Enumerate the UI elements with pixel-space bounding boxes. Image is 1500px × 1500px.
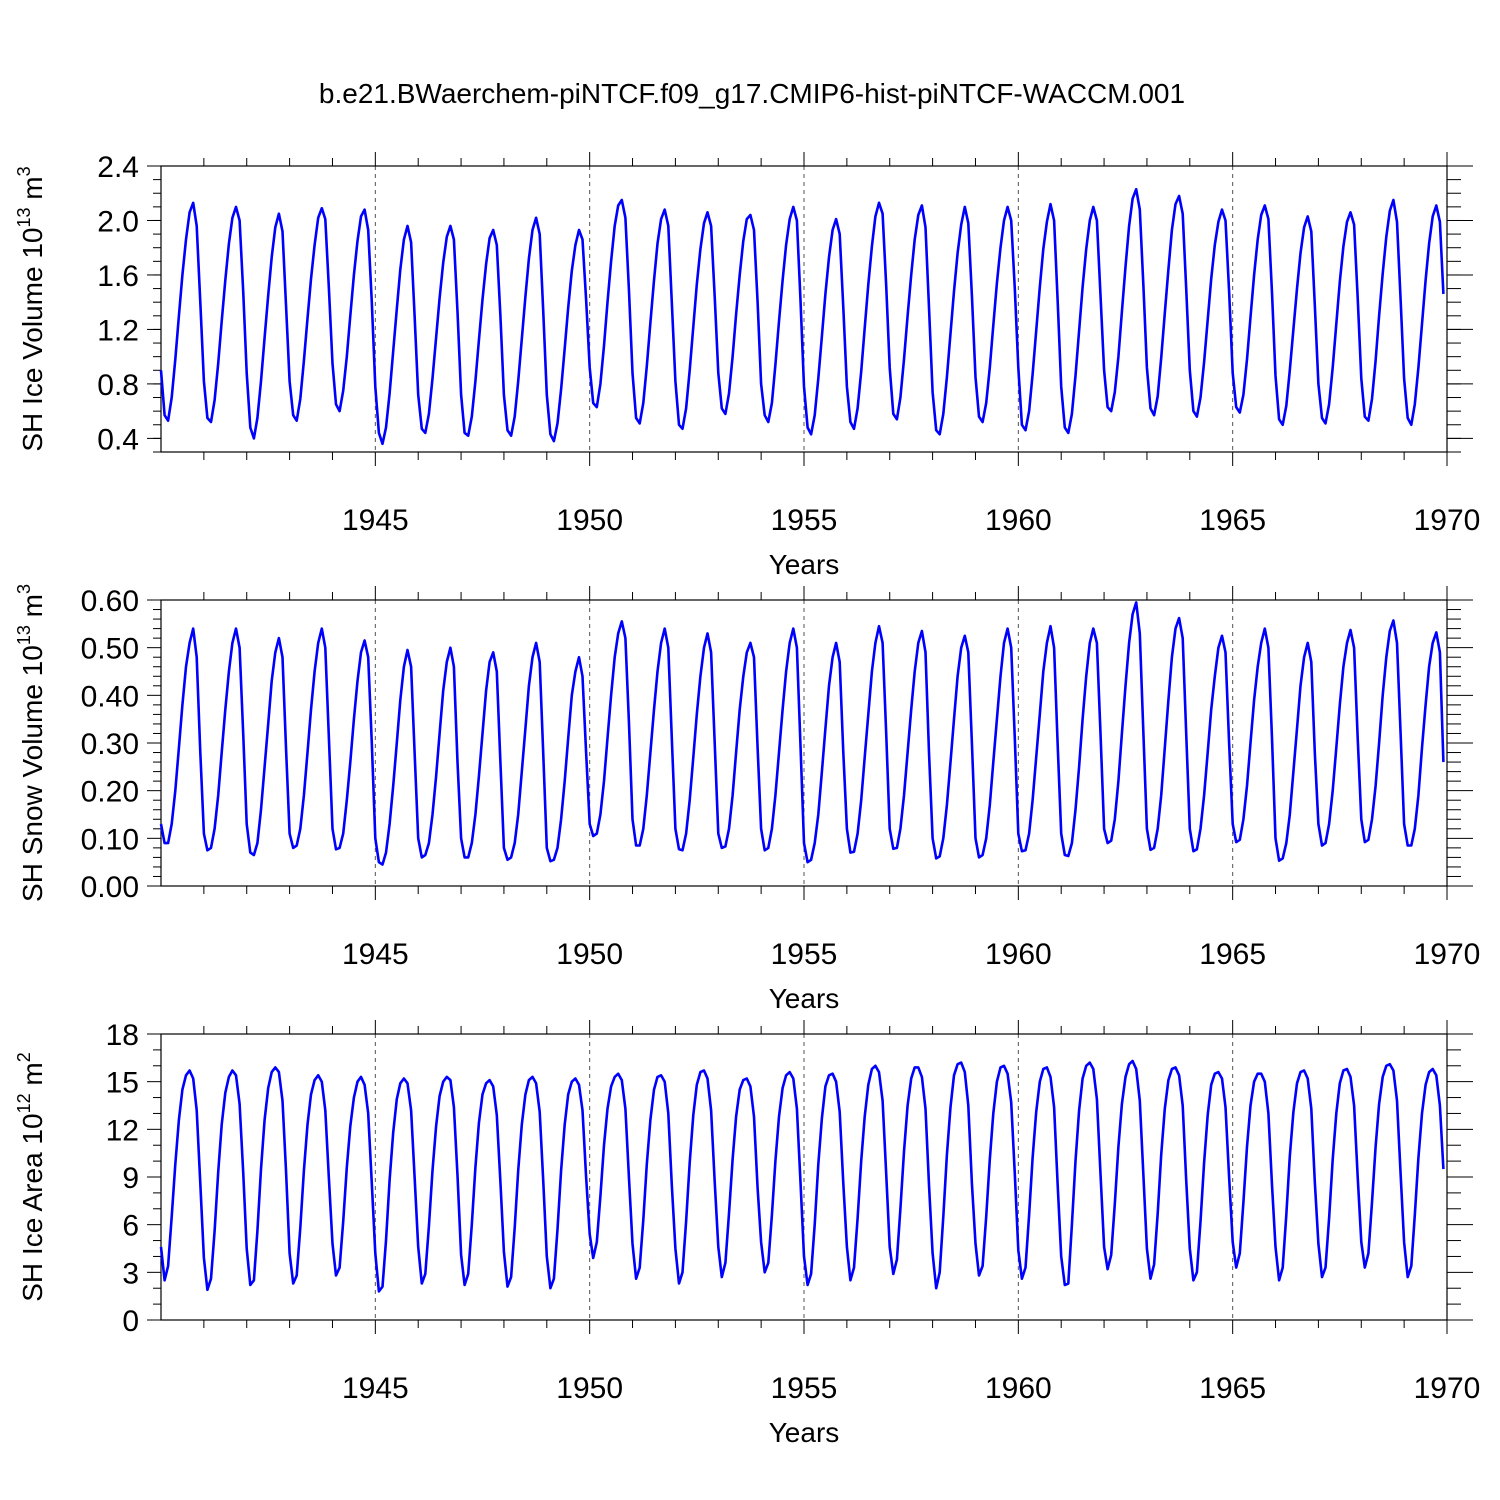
x-tick-label: 1965 xyxy=(1199,1372,1266,1405)
figure-title: b.e21.BWaerchem-piNTCF.f09_g17.CMIP6-his… xyxy=(319,78,1185,109)
y-tick-label: 1.6 xyxy=(97,260,139,293)
y-tick-label: 0.8 xyxy=(97,369,139,402)
x-tick-label: 1965 xyxy=(1199,504,1266,537)
x-tick-label: 1965 xyxy=(1199,938,1266,971)
y-tick-label: 0.10 xyxy=(81,823,139,856)
y-axis-label-superscript: 13 xyxy=(14,207,34,227)
x-tick-label: 1955 xyxy=(771,938,838,971)
x-tick-label: 1960 xyxy=(985,938,1052,971)
x-tick-label: 1960 xyxy=(985,504,1052,537)
y-tick-label: 0.00 xyxy=(81,871,139,904)
x-axis-title: Years xyxy=(769,549,840,580)
x-tick-label: 1970 xyxy=(1414,1372,1481,1405)
y-axis-label-superscript: 3 xyxy=(14,584,34,594)
y-tick-label: 3 xyxy=(122,1257,139,1290)
x-tick-label: 1950 xyxy=(556,504,623,537)
y-axis-label-superscript: 13 xyxy=(14,625,34,645)
y-tick-label: 18 xyxy=(106,1019,139,1052)
y-axis-label-part: m xyxy=(17,1062,48,1093)
y-axis-label: SH Snow Volume 1013 m3 xyxy=(14,584,48,902)
y-tick-label: 0.40 xyxy=(81,680,139,713)
panel-ice-volume: 1945 1950 1955 1960 1965 1970 0.4 0.8 1.2 1.6 2.0 2… xyxy=(14,151,1480,580)
y-tick-label: 9 xyxy=(122,1162,139,1195)
y-axis-title: SH Snow Volume 1013 m3 xyxy=(14,584,48,902)
y-axis-label-superscript: 3 xyxy=(14,166,34,176)
x-tick-label: 1970 xyxy=(1414,938,1481,971)
y-tick-label: 0.30 xyxy=(81,728,139,761)
x-tick-label: 1955 xyxy=(771,1372,838,1405)
x-tick-label: 1950 xyxy=(556,1372,623,1405)
y-tick-label: 2.4 xyxy=(97,151,139,184)
panel-snow-volume: 1945 1950 1955 1960 1965 1970 0.00 0.10 0.20 0.30… xyxy=(14,584,1480,1014)
x-axis-title: Years xyxy=(769,1417,840,1448)
y-tick-label: 0.4 xyxy=(97,423,139,456)
y-tick-label: 2.0 xyxy=(97,205,139,238)
plot-area: 1945 1950 1955 1960 1965 1970 0 3 6 9 12 15 18 xyxy=(106,1019,1481,1405)
series-line-sh-ice-area xyxy=(159,1059,1445,1293)
y-axis-label: SH Ice Area 1012 m2 xyxy=(14,1052,48,1302)
x-tick-label: 1960 xyxy=(985,1372,1052,1405)
y-axis-title: SH Ice Volume 1013 m3 xyxy=(14,166,48,451)
y-tick-label: 1.2 xyxy=(97,314,139,347)
series-line-sh-ice-volume xyxy=(159,187,1445,446)
x-tick-label: 1945 xyxy=(342,938,409,971)
y-axis-label-part: m xyxy=(17,176,48,207)
y-axis-label-superscript: 2 xyxy=(14,1052,34,1062)
x-tick-label: 1945 xyxy=(342,504,409,537)
y-axis-label-part: SH Ice Area 10 xyxy=(17,1113,48,1301)
y-tick-label: 0.60 xyxy=(81,585,139,618)
y-axis-title: SH Ice Area 1012 m2 xyxy=(14,1052,48,1302)
series-line-sh-snow-volume xyxy=(159,601,1445,866)
panel-ice-area: 1945 1950 1955 1960 1965 1970 0 3 6 9 12 15 18 SH Ic… xyxy=(14,1019,1480,1448)
y-axis-label: SH Ice Volume 1013 m3 xyxy=(14,166,48,451)
x-tick-label: 1955 xyxy=(771,504,838,537)
y-axis-label-part: m xyxy=(17,594,48,625)
y-tick-label: 0.50 xyxy=(81,633,139,666)
y-tick-label: 0 xyxy=(122,1305,139,1338)
x-tick-label: 1970 xyxy=(1414,504,1481,537)
plot-area: 1945 1950 1955 1960 1965 1970 0.4 0.8 1.2 1.6 2.0 2… xyxy=(97,151,1480,537)
y-tick-label: 6 xyxy=(122,1210,139,1243)
y-tick-label: 15 xyxy=(106,1067,139,1100)
y-axis-label-superscript: 12 xyxy=(14,1093,34,1113)
x-tick-label: 1950 xyxy=(556,938,623,971)
x-tick-label: 1945 xyxy=(342,1372,409,1405)
plot-area: 1945 1950 1955 1960 1965 1970 0.00 0.10 0.20 0.30… xyxy=(81,585,1481,971)
y-axis-label-part: SH Snow Volume 10 xyxy=(17,645,48,902)
y-tick-label: 0.20 xyxy=(81,776,139,809)
y-axis-label-part: SH Ice Volume 10 xyxy=(17,228,48,452)
y-tick-label: 12 xyxy=(106,1114,139,1147)
x-axis-title: Years xyxy=(769,983,840,1014)
